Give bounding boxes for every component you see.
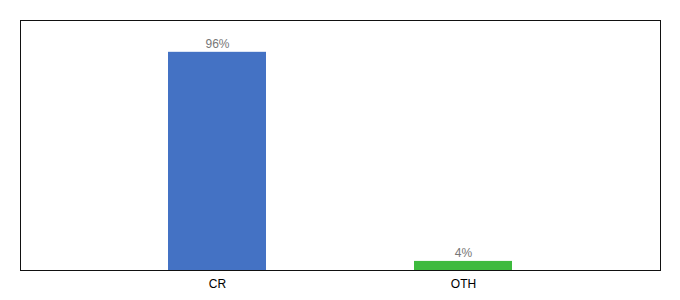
svg-text:4%: 4% (455, 246, 473, 260)
svg-text:96%: 96% (205, 37, 229, 51)
svg-text:CR: CR (209, 277, 227, 291)
svg-text:OTH: OTH (451, 277, 476, 291)
